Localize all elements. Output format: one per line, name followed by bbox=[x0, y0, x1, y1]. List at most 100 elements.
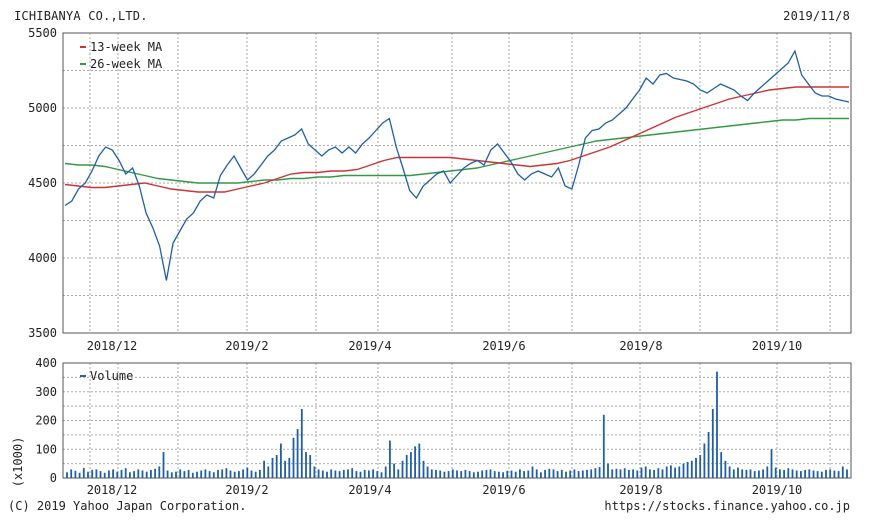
volume-bar bbox=[720, 452, 723, 478]
price-y-tick-label: 4000 bbox=[28, 251, 57, 265]
volume-bar bbox=[70, 469, 73, 478]
volume-bar bbox=[284, 460, 286, 479]
volume-bar bbox=[640, 467, 643, 478]
volume-bar bbox=[544, 469, 546, 478]
volume-x-tick-label: 2019/2 bbox=[225, 483, 268, 497]
volume-bar bbox=[477, 471, 479, 478]
volume-bar bbox=[540, 472, 542, 479]
volume-bar bbox=[481, 470, 484, 478]
volume-bar bbox=[414, 446, 416, 478]
volume-bar bbox=[833, 470, 836, 478]
volume-bar bbox=[795, 470, 798, 478]
volume-bar bbox=[804, 469, 806, 478]
volume-bar bbox=[108, 470, 110, 478]
volume-bar bbox=[690, 460, 693, 479]
volume-bar bbox=[401, 460, 404, 479]
volume-bar bbox=[774, 467, 777, 478]
volume-bar bbox=[191, 472, 194, 478]
volume-bar bbox=[464, 469, 467, 478]
volume-bar bbox=[737, 467, 739, 478]
volume-y-tick-label: 200 bbox=[35, 414, 57, 428]
volume-bar bbox=[334, 470, 337, 478]
volume-bar bbox=[837, 471, 840, 478]
volume-bar bbox=[435, 469, 437, 478]
volume-bar bbox=[456, 470, 458, 478]
volume-bar bbox=[166, 470, 169, 478]
volume-bar bbox=[95, 469, 98, 478]
volume-bar bbox=[493, 471, 496, 478]
volume-bar bbox=[707, 432, 710, 478]
volume-x-tick-label: 2019/4 bbox=[348, 483, 391, 497]
volume-bar bbox=[133, 471, 135, 478]
volume-bar bbox=[753, 471, 756, 478]
volume-bar bbox=[363, 469, 366, 478]
volume-bar bbox=[187, 469, 190, 478]
volume-bar bbox=[523, 471, 525, 478]
volume-bar bbox=[531, 466, 534, 478]
volume-bar bbox=[489, 469, 492, 478]
volume-bar bbox=[598, 467, 601, 478]
volume-bar bbox=[632, 469, 634, 478]
volume-bar bbox=[410, 452, 412, 478]
volume-bar bbox=[112, 469, 114, 478]
volume-bar bbox=[305, 452, 307, 478]
volume-bar bbox=[749, 469, 752, 478]
volume-bar bbox=[200, 470, 203, 478]
volume-x-tick-label: 2018/12 bbox=[87, 483, 138, 497]
volume-bar bbox=[179, 469, 182, 478]
volume-bar bbox=[724, 460, 727, 479]
volume-x-tick-label: 2019/6 bbox=[482, 483, 525, 497]
volume-bar bbox=[552, 469, 555, 478]
price-line bbox=[64, 49, 850, 281]
volume-bar bbox=[653, 469, 655, 478]
volume-bar bbox=[762, 469, 764, 478]
volume-bar bbox=[514, 471, 517, 478]
volume-bar bbox=[204, 469, 207, 478]
volume-bar bbox=[254, 471, 257, 478]
volume-bar bbox=[250, 470, 253, 478]
volume-bar bbox=[359, 471, 362, 478]
source-url[interactable]: https://stocks.finance.yahoo.co.jp bbox=[604, 499, 850, 513]
volume-bar bbox=[623, 468, 626, 478]
volume-bar bbox=[380, 472, 383, 479]
volume-bar bbox=[355, 471, 358, 478]
volume-bar bbox=[443, 471, 446, 478]
volume-bar bbox=[246, 467, 249, 478]
volume-x-tick-label: 2019/10 bbox=[752, 483, 803, 497]
volume-bar bbox=[548, 468, 551, 478]
volume-bar bbox=[732, 469, 735, 478]
volume-bar bbox=[611, 469, 614, 478]
volume-bar bbox=[137, 469, 140, 478]
volume-bar bbox=[594, 468, 597, 478]
volume-bar bbox=[586, 469, 588, 478]
volume-bar bbox=[820, 471, 823, 478]
volume-bar bbox=[87, 471, 89, 478]
volume-bar bbox=[263, 460, 265, 479]
volume-bar bbox=[535, 469, 538, 478]
volume-bar bbox=[347, 469, 349, 478]
price-y-tick-label: 4500 bbox=[28, 176, 57, 190]
volume-bar bbox=[846, 469, 848, 478]
volume-bar bbox=[145, 471, 148, 478]
volume-y-tick-label: 100 bbox=[35, 442, 57, 456]
price-x-tick-label: 2019/10 bbox=[752, 339, 803, 353]
volume-bar bbox=[695, 457, 697, 478]
volume-bar bbox=[183, 471, 186, 478]
volume-bar bbox=[221, 469, 224, 478]
volume-bar bbox=[99, 471, 102, 478]
volume-bar bbox=[141, 470, 144, 478]
volume-bar bbox=[657, 468, 660, 478]
volume-bar bbox=[384, 466, 387, 478]
volume-bar bbox=[581, 470, 584, 478]
volume-bar bbox=[565, 471, 567, 478]
volume-bar bbox=[460, 471, 463, 478]
volume-bar bbox=[779, 469, 781, 478]
volume-bar bbox=[841, 466, 844, 478]
volume-bar bbox=[573, 469, 576, 478]
volume-bar bbox=[129, 472, 131, 479]
volume-bar bbox=[628, 469, 630, 478]
volume-bar bbox=[519, 469, 521, 478]
price-frame bbox=[62, 32, 852, 334]
volume-bar bbox=[703, 443, 706, 478]
volume-y-tick-label: 300 bbox=[35, 385, 57, 399]
